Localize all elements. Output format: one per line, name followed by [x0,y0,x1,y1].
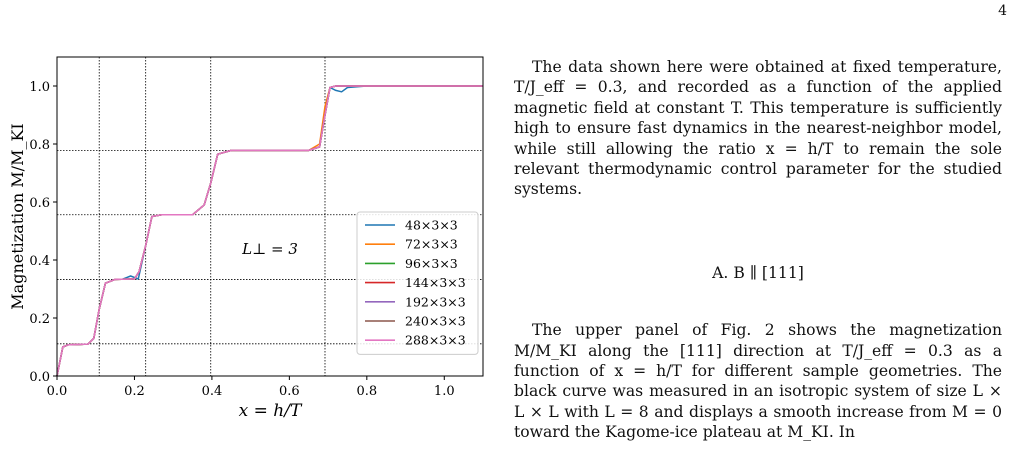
y-tick-label: 0.4 [29,254,50,269]
y-tick-label: 0.0 [29,370,50,385]
series-line [56,85,483,377]
x-tick-label: 0.2 [124,384,145,399]
y-tick-label: 1.0 [29,80,50,95]
paragraph-2: The upper panel of Fig. 2 shows the magn… [514,321,1002,442]
magnetization-chart: 0.0 0.2 0.4 0.6 0.8 1.0 0.0 0.2 0.4 0.6 0.8 1.0 x =… [8,56,484,420]
text-column: The data shown here were obtained at fix… [514,57,1002,443]
y-tick-label: 0.2 [29,312,50,327]
y-axis-label: Magnetization M/M_KI [8,123,27,309]
section-heading: A. B ∥ [111] [712,263,804,282]
legend-label: 144×3×3 [405,275,466,290]
x-tick-label: 1.0 [434,384,455,399]
legend-label: 288×3×3 [405,333,466,348]
x-tick-label: 0.4 [202,384,223,399]
y-tick-label: 0.6 [29,196,50,211]
paragraph-1: The data shown here were obtained at fix… [514,58,1002,199]
x-axis-label: x = h/T [239,401,303,420]
x-tick-label: 0.6 [279,384,300,399]
x-tick-label: 0.0 [47,384,68,399]
series-lines [56,85,483,377]
legend-box [356,211,479,355]
legend-label: 240×3×3 [405,314,466,329]
legend-label: 192×3×3 [405,294,466,309]
y-tick-label: 0.8 [29,138,50,153]
legend-label: 72×3×3 [405,237,458,252]
annotation-label: L⊥ = 3 [241,240,298,258]
legend-label: 96×3×3 [405,256,458,271]
legend: 48×3×3 72×3×3 96×3×3 144×3×3 192×3×3 240×3×3 2… [356,211,479,355]
axes-frame [56,56,484,377]
page-number: 4 [998,3,1007,19]
x-tick-label: 0.8 [356,384,377,399]
axis-ticks: 0.0 0.2 0.4 0.6 0.8 1.0 0.0 0.2 0.4 0.6 0.8 1.0 [29,80,454,399]
legend-label: 48×3×3 [405,218,458,233]
